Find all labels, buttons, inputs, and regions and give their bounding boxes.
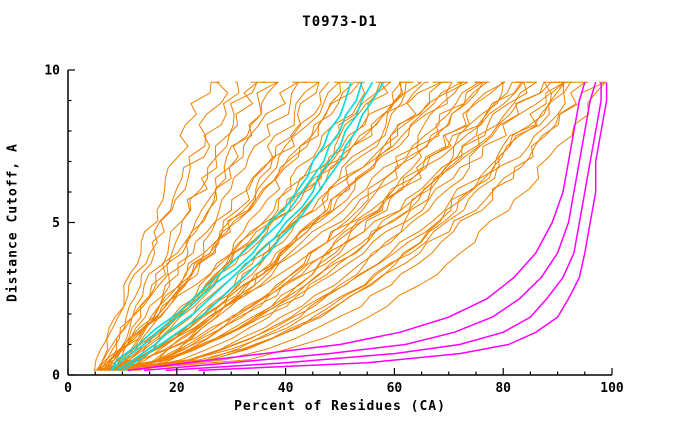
x-tick-label: 40 xyxy=(278,381,294,396)
ensemble-curve xyxy=(108,81,505,371)
ensemble-curve xyxy=(100,81,266,371)
ensemble-curve xyxy=(135,81,524,371)
ensemble-curve xyxy=(115,81,547,371)
ensemble-curve xyxy=(99,81,562,371)
magenta-curve xyxy=(127,81,586,372)
ensemble-curve xyxy=(100,81,402,371)
x-tick-label: 80 xyxy=(495,381,511,396)
cyan-curve xyxy=(121,81,385,372)
ensemble-curve xyxy=(118,81,320,371)
x-axis-label: Percent of Residues (CA) xyxy=(234,399,446,414)
ensemble-curve xyxy=(103,81,340,371)
ensemble-curve xyxy=(122,81,589,371)
ensemble-curve xyxy=(96,81,429,371)
ensemble-curve xyxy=(93,81,552,371)
ensemble-curve xyxy=(105,81,360,371)
magenta-curve xyxy=(144,81,597,372)
cyan-curve xyxy=(110,81,363,372)
ensemble-curve xyxy=(117,81,537,371)
ensemble-curve xyxy=(106,81,606,371)
magenta-curve xyxy=(198,82,608,372)
x-tick-label: 60 xyxy=(387,381,403,396)
cyan-curve xyxy=(110,81,352,371)
ensemble-curve xyxy=(110,81,414,371)
ensemble-curve xyxy=(138,81,506,371)
ensemble-curve xyxy=(108,81,566,371)
ensemble-curve xyxy=(104,81,524,371)
ensemble-curve xyxy=(104,81,391,371)
y-axis-label: Distance Cutoff, A xyxy=(5,143,21,302)
ensemble-curve xyxy=(118,81,463,371)
ensemble-curve xyxy=(96,81,299,371)
ensemble-curve xyxy=(104,81,229,371)
ensemble-curve xyxy=(131,81,532,371)
ensemble-curve xyxy=(98,81,365,371)
y-tick-label: 0 xyxy=(52,369,60,384)
y-tick-label: 10 xyxy=(44,64,60,79)
chart-title: T0973-D1 xyxy=(302,14,378,30)
magenta-curve xyxy=(165,82,602,372)
ensemble-curve xyxy=(112,81,308,371)
y-tick-label: 5 xyxy=(52,216,60,231)
ensemble-curve xyxy=(100,81,586,371)
ensemble-curve xyxy=(96,81,330,371)
ensemble-curve xyxy=(131,81,569,371)
ensemble-curve xyxy=(127,81,565,371)
ensemble-curve xyxy=(121,81,453,371)
x-tick-label: 0 xyxy=(64,381,72,396)
ensemble-curve xyxy=(94,81,240,371)
x-tick-label: 20 xyxy=(169,381,185,396)
ensemble-curve xyxy=(146,81,391,371)
ensemble-curve xyxy=(113,81,480,371)
ensemble-curve xyxy=(107,81,464,371)
ensemble-curve xyxy=(106,81,279,371)
ensemble-curve xyxy=(111,81,573,371)
ensemble-curve xyxy=(97,81,522,371)
ensemble-curve xyxy=(129,81,483,371)
ensemble-curve xyxy=(114,81,488,371)
x-tick-label: 100 xyxy=(600,381,624,396)
ensemble-curve xyxy=(128,81,412,371)
ensemble-curve xyxy=(118,81,606,371)
cyan-curve xyxy=(116,81,374,372)
ensemble-curve xyxy=(102,81,320,371)
ensemble-curve xyxy=(98,81,219,371)
